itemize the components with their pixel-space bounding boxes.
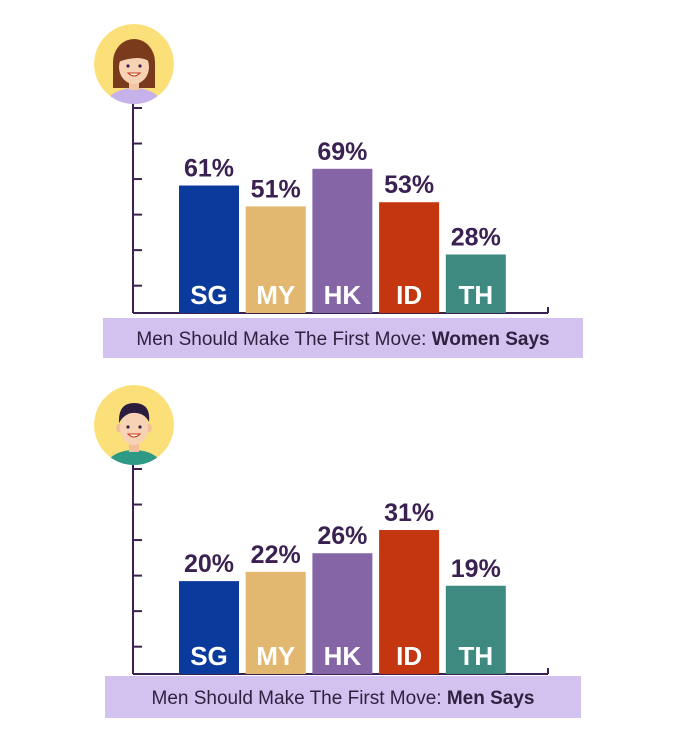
men-chart-panel: 20% SG 22% MY 26% HK 31% ID 19% TH Men Should Make… — [94, 385, 581, 718]
caption-prefix: Men Should Make The First Move: — [152, 688, 447, 709]
category-label-hk: HK — [324, 641, 362, 671]
category-label-th: TH — [458, 280, 493, 310]
bar-id — [379, 530, 440, 674]
category-label-sg: SG — [190, 280, 228, 310]
category-label-sg: SG — [190, 641, 228, 671]
caption-band — [103, 318, 583, 358]
value-label-th: 28% — [451, 223, 501, 251]
bar-hk — [312, 553, 373, 674]
value-label-sg: 20% — [184, 550, 234, 578]
chart-caption: Men Should Make The First Move: Men Says — [152, 688, 535, 709]
women-chart-panel: 61% SG 51% MY 69% HK 53% ID 28% TH Men Should Make… — [94, 24, 583, 358]
caption-emphasis: Men Says — [447, 688, 535, 709]
value-label-hk: 69% — [317, 138, 367, 166]
category-label-id: ID — [396, 280, 422, 310]
caption-prefix: Men Should Make The First Move: — [136, 329, 431, 350]
category-label-my: MY — [256, 641, 295, 671]
caption-emphasis: Women Says — [432, 329, 550, 350]
bar-my — [245, 571, 306, 674]
chart-caption: Men Should Make The First Move: Women Sa… — [136, 329, 549, 350]
caption-band — [105, 676, 581, 718]
value-label-my: 22% — [251, 541, 301, 569]
bar-sg — [179, 185, 239, 313]
woman-avatar-icon — [94, 24, 174, 104]
value-label-id: 31% — [384, 499, 434, 527]
bar-th — [445, 585, 506, 674]
man-avatar-icon — [94, 385, 174, 465]
value-label-my: 51% — [251, 175, 301, 203]
category-label-my: MY — [256, 280, 295, 310]
category-label-hk: HK — [324, 280, 362, 310]
bar-th — [445, 254, 506, 313]
value-label-hk: 26% — [317, 522, 367, 550]
category-label-id: ID — [396, 641, 422, 671]
category-label-th: TH — [458, 641, 493, 671]
value-label-sg: 61% — [184, 155, 234, 183]
bar-id — [379, 202, 440, 313]
bar-my — [245, 206, 306, 313]
value-label-th: 19% — [451, 555, 501, 583]
value-label-id: 53% — [384, 171, 434, 199]
bar-sg — [179, 581, 239, 674]
bar-hk — [312, 168, 373, 313]
